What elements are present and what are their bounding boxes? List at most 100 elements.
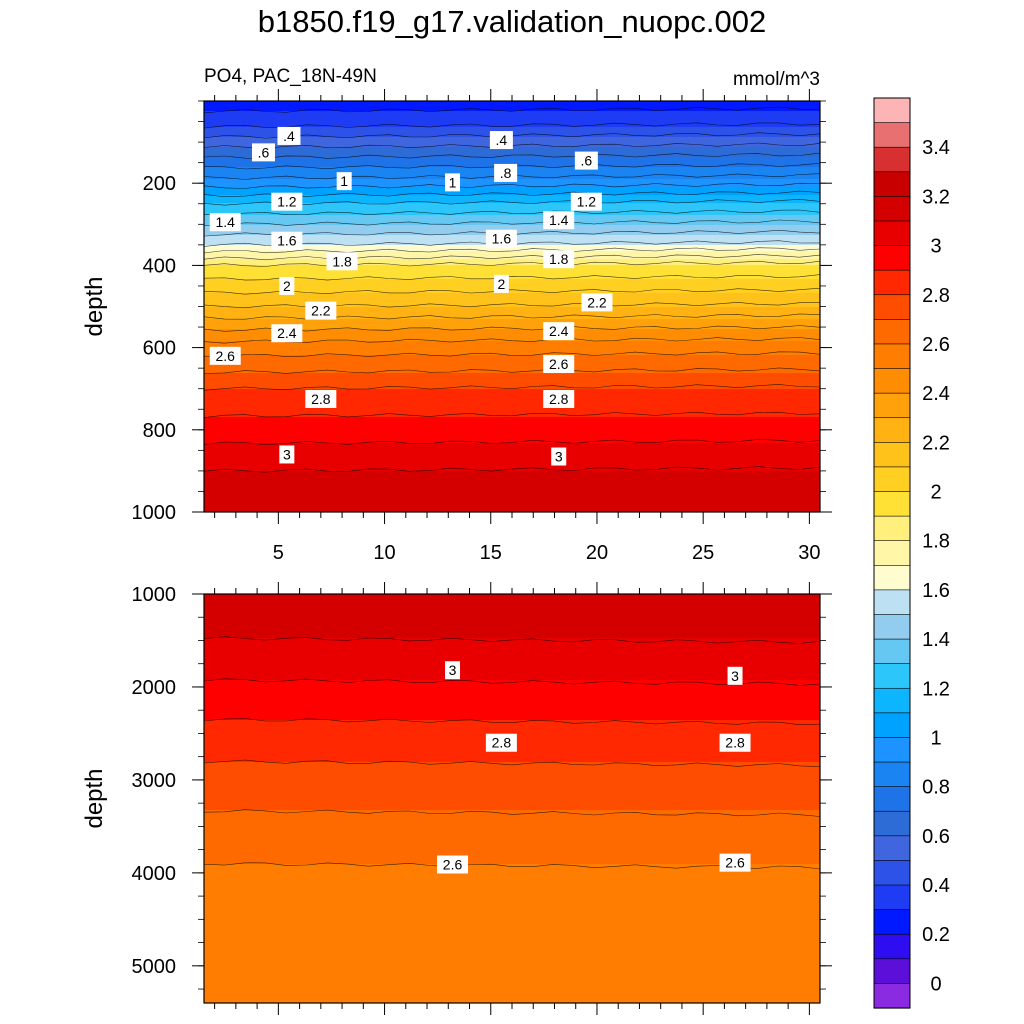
contour-fill-strip <box>204 800 820 803</box>
contour-fill-strip <box>204 916 820 919</box>
contour-fill-strip <box>204 369 820 372</box>
contour-fill-strip <box>204 349 820 352</box>
contour-label: 2.6 <box>725 855 745 871</box>
contour-fill-strip <box>204 718 820 721</box>
contour-fill-strip <box>204 602 820 605</box>
contour-fill-strip <box>204 501 820 504</box>
contour-fill-strip <box>204 884 820 887</box>
contour-fill-strip <box>204 457 820 460</box>
contour-fill-strip <box>204 261 820 264</box>
contour-label: 1.4 <box>549 212 569 228</box>
contour-line <box>203 198 821 206</box>
contour-fill-strip <box>204 972 820 975</box>
y-tick-label: 4000 <box>132 863 177 885</box>
colorbar-swatch <box>873 614 911 640</box>
contour-fill-strip <box>204 495 820 498</box>
colorbar-swatch <box>873 737 911 763</box>
contour-fill-strip <box>204 381 820 384</box>
contour-fill-strip <box>204 788 820 791</box>
contour-fill-strip <box>204 111 820 114</box>
contour-fill-strip <box>204 636 820 639</box>
contour-fill-strip <box>204 802 820 805</box>
contour-fill-strip <box>204 309 820 312</box>
contour-fill-strip <box>204 928 820 931</box>
contour-label: 2.2 <box>587 294 607 310</box>
colorbar-swatch <box>873 319 911 345</box>
contour-fill-strip <box>204 213 820 216</box>
colorbar-swatch <box>873 638 911 665</box>
contour-fill-strip <box>204 407 820 410</box>
contour-fill-strip <box>204 337 820 340</box>
contour-fill-strip <box>204 894 820 897</box>
contour-label-box <box>305 389 337 408</box>
contour-fill-strip <box>204 690 820 693</box>
contour-fill-strip <box>204 792 820 795</box>
contour-fill-strip <box>204 185 820 188</box>
contour-fill-strip <box>204 343 820 346</box>
contour-fill-strip <box>204 443 820 446</box>
contour-fill-strip <box>204 758 820 761</box>
contour-fill-strip <box>204 794 820 797</box>
contour-fill-strip <box>204 129 820 132</box>
colorbar-swatch <box>873 417 911 443</box>
contour-fill-strip <box>204 447 820 450</box>
contour-fill-strip <box>204 954 820 957</box>
contour-fill-strip <box>204 207 820 210</box>
contour-fill-strip <box>204 948 820 951</box>
contour-fill-strip <box>204 479 820 482</box>
contour-label: 2.6 <box>443 856 463 872</box>
contour-fill-strip <box>204 101 820 104</box>
contour-label-box <box>277 126 301 145</box>
colorbar-swatch <box>873 171 911 197</box>
contour-label: 1 <box>449 174 457 190</box>
contour-fill-strip <box>204 379 820 382</box>
contour-fill-strip <box>204 930 820 933</box>
contour-label-box <box>574 151 598 170</box>
colorbar-label: 0.2 <box>922 924 950 946</box>
contour-fill-strip <box>204 285 820 288</box>
colorbar-label: 3.4 <box>922 137 950 159</box>
contour-fill-strip <box>204 115 820 118</box>
contour-fill-strip <box>204 626 820 629</box>
contour-fill-strip <box>204 493 820 496</box>
contour-fill-strip <box>204 840 820 843</box>
contour-label: 2.2 <box>311 303 331 319</box>
contour-fill-strip <box>204 610 820 613</box>
contour-fill-strip <box>204 702 820 705</box>
contour-fill-strip <box>204 409 820 412</box>
x-tick-label: 30 <box>798 542 820 564</box>
contour-line <box>203 182 821 189</box>
contour-fill-strip <box>204 353 820 356</box>
contour-fill-strip <box>204 902 820 905</box>
contour-fill-strip <box>204 822 820 825</box>
contour-fill-strip <box>204 814 820 817</box>
contour-fill-strip <box>204 503 820 506</box>
contour-fill-strip <box>204 205 820 208</box>
colorbar-swatch <box>873 860 911 886</box>
contour-fill-strip <box>204 287 820 290</box>
contour-fill-strip <box>204 650 820 653</box>
colorbar-swatch <box>873 220 911 247</box>
colorbar-label: 2.6 <box>922 334 950 356</box>
contour-fill-strip <box>204 958 820 961</box>
contour-fill-strip <box>204 968 820 971</box>
contour-fill-strip <box>204 465 820 468</box>
chart-title: b1850.f19_g17.validation_nuopc.002 <box>257 4 767 39</box>
contour-fill-strip <box>204 812 820 815</box>
contour-fill-strip <box>204 644 820 647</box>
contour-fill-strip <box>204 614 820 617</box>
contour-label-box <box>209 213 241 232</box>
contour-fill-strip <box>204 962 820 965</box>
contour-fill-strip <box>204 487 820 490</box>
contour-fill-strip <box>204 317 820 320</box>
contour-label-box <box>271 324 303 343</box>
contour-fill-strip <box>204 872 820 875</box>
contour-fill-strip <box>204 944 820 947</box>
contour-line <box>203 247 821 254</box>
contour-label: 2 <box>497 276 505 292</box>
contour-fill-strip <box>204 766 820 769</box>
contour-fill-strip <box>204 868 820 871</box>
contour-label-box <box>719 853 751 872</box>
colorbar-swatch <box>873 810 911 837</box>
contour-fill-strip <box>204 339 820 342</box>
